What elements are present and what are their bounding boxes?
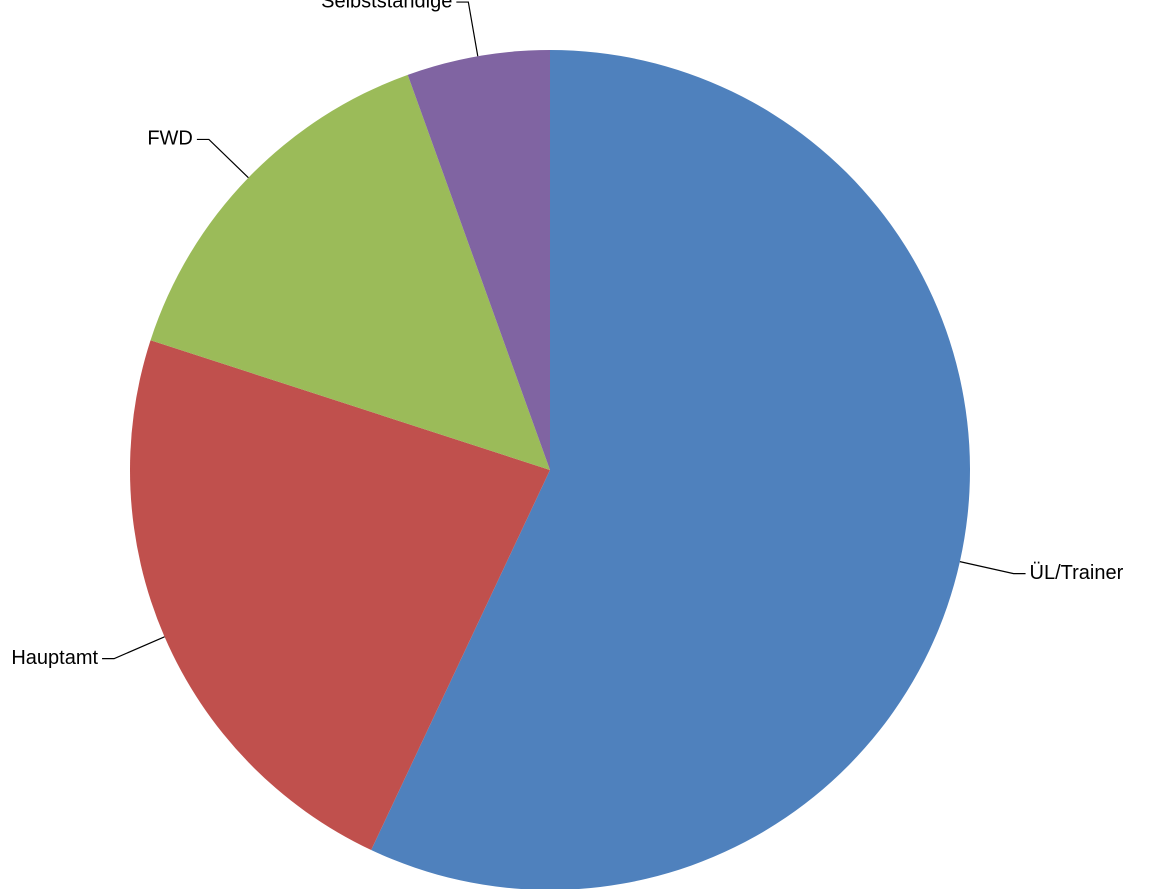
slice-label: Selbstständige (321, 0, 452, 12)
pie-slice (407, 50, 550, 470)
pie-slice (129, 340, 550, 851)
leader-line (456, 1, 479, 57)
pie-slice (371, 50, 971, 889)
pie-slice (150, 74, 550, 470)
leader-line (196, 138, 249, 179)
slice-label: FWD (147, 128, 193, 150)
slice-label: ÜL/Trainer (1030, 562, 1124, 584)
slice-label: Hauptamt (11, 647, 98, 669)
leader-line (102, 636, 165, 660)
leader-line (959, 561, 1026, 575)
